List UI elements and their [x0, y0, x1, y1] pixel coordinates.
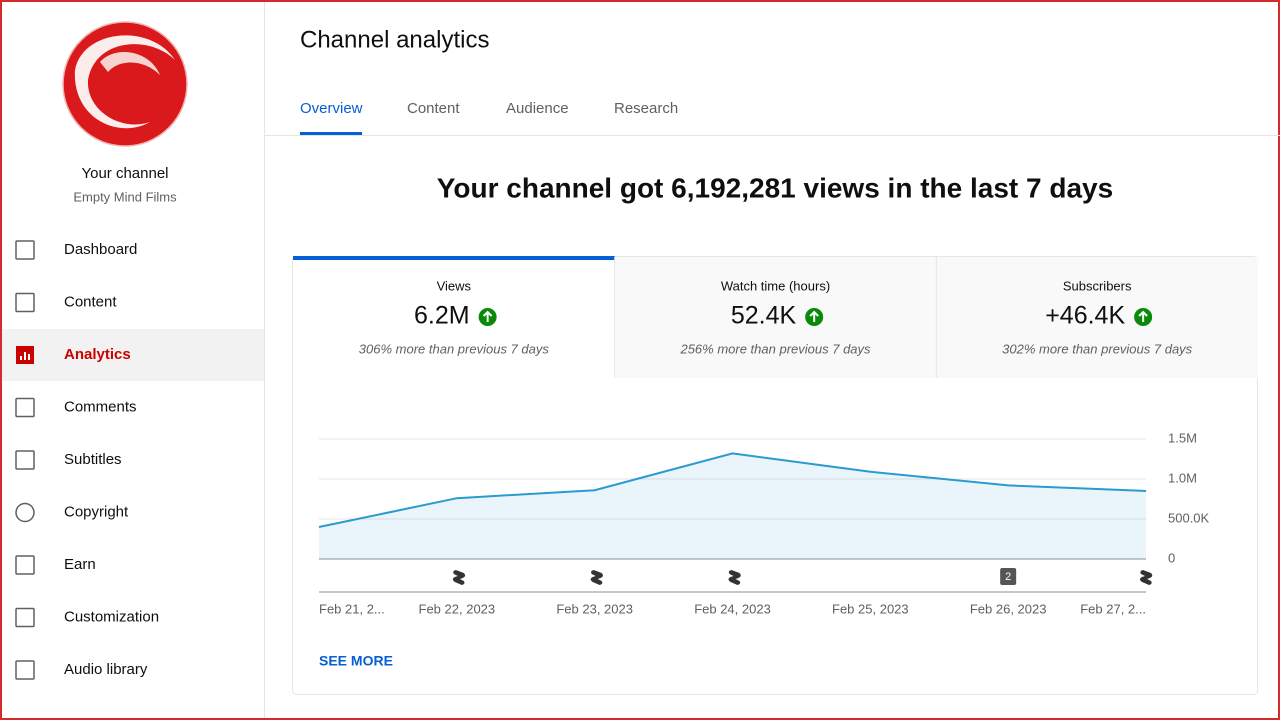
shorts-icon	[728, 570, 741, 585]
card-active-bar	[293, 256, 615, 260]
annotation-label: 2	[1005, 571, 1011, 583]
shorts-shape	[728, 570, 741, 585]
nav-icon	[15, 607, 35, 628]
nav-item[interactable]: Earn	[64, 556, 96, 573]
card-bg	[293, 257, 615, 378]
page-title: Channel analytics	[300, 26, 489, 53]
see-more[interactable]: SEE MORE	[319, 653, 393, 669]
y-tick-label: 0	[1168, 550, 1175, 565]
nav-icon-bar	[28, 354, 30, 360]
tab[interactable]: Overview	[300, 100, 363, 117]
x-tick-label: Feb 26, 2023	[970, 601, 1047, 616]
trend-up-arrow	[1138, 310, 1148, 322]
card-label: Subscribers	[1063, 278, 1132, 293]
shorts-shape	[590, 570, 603, 585]
y-tick-label: 500.0K	[1168, 510, 1210, 525]
card-note: 306% more than previous 7 days	[359, 341, 550, 356]
nav-item[interactable]: Audio library	[64, 661, 148, 678]
nav-item[interactable]: Customization	[64, 608, 159, 625]
nav-item[interactable]: Comments	[64, 398, 137, 415]
nav-icon	[15, 450, 35, 470]
nav-icon-bar	[24, 352, 26, 360]
shorts-shape	[1140, 570, 1153, 585]
annotation-badge	[1000, 568, 1017, 585]
shorts-icon	[452, 570, 466, 585]
channel-name: Empty Mind Films	[73, 189, 177, 204]
tab[interactable]: Research	[614, 100, 678, 117]
card-value: 52.4K	[731, 302, 797, 330]
nav-item[interactable]: Analytics	[64, 346, 131, 363]
y-tick-label: 1.0M	[1168, 470, 1197, 485]
tab[interactable]: Audience	[506, 100, 569, 117]
x-tick-label: Feb 22, 2023	[419, 601, 496, 616]
x-tick-label: Feb 27, 2...	[1080, 601, 1146, 616]
nav-icon-bar	[20, 356, 22, 360]
x-tick-label: Feb 23, 2023	[556, 601, 633, 616]
shorts-icon	[1140, 570, 1153, 585]
channel-title: Your channel	[81, 165, 168, 182]
tab-underline	[300, 132, 362, 135]
x-tick-label: Feb 21, 2...	[319, 601, 385, 616]
x-tick-label: Feb 25, 2023	[832, 601, 909, 616]
shorts-icon	[590, 570, 603, 585]
nav-item[interactable]: Subtitles	[64, 451, 122, 468]
nav-item[interactable]: Copyright	[64, 503, 129, 520]
nav-icon	[15, 502, 35, 523]
nav-item[interactable]: Dashboard	[64, 241, 137, 258]
area	[319, 453, 1146, 559]
tab[interactable]: Content	[407, 100, 460, 117]
channel-logo	[62, 21, 188, 147]
card-value: 6.2M	[414, 302, 470, 330]
trend-up-arrow	[809, 310, 819, 322]
nav-icon	[15, 292, 35, 313]
nav-icon	[15, 660, 35, 680]
card-note: 256% more than previous 7 days	[679, 341, 871, 356]
card-note: 302% more than previous 7 days	[1002, 341, 1193, 356]
line	[318, 452, 1147, 528]
nav-icon	[15, 397, 35, 418]
x-tick-label: Feb 24, 2023	[694, 601, 771, 616]
card-bg	[614, 257, 937, 378]
y-tick-label: 1.5M	[1168, 430, 1197, 445]
nav-icon	[15, 555, 35, 575]
card-value: +46.4K	[1045, 302, 1125, 330]
shorts-shape	[452, 570, 466, 585]
card-label: Views	[437, 278, 472, 293]
card-label: Watch time (hours)	[721, 278, 830, 293]
card-bg	[936, 257, 1258, 378]
nav-item[interactable]: Content	[64, 293, 117, 310]
trend-up-arrow	[482, 310, 493, 322]
nav-icon	[15, 240, 35, 260]
nav-active-bg	[2, 329, 264, 381]
headline: Your channel got 6,192,281 views in the …	[437, 172, 1113, 203]
